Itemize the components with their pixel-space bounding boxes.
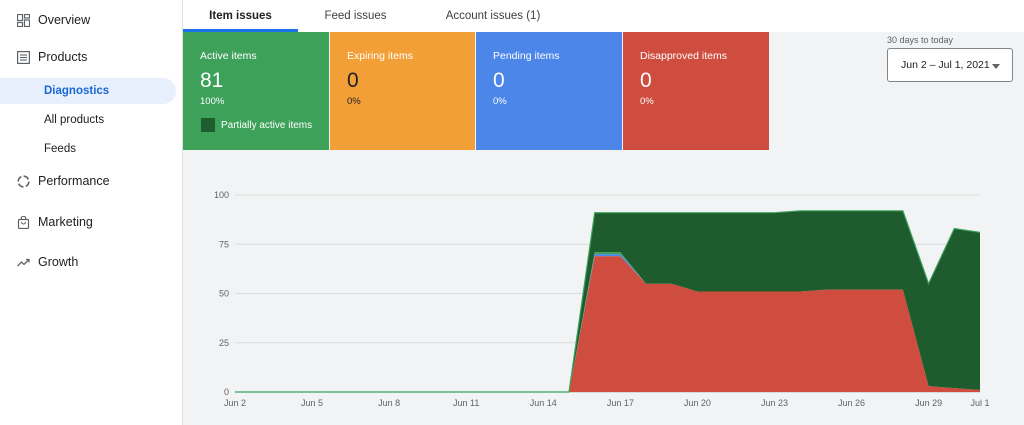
tile-percent: 0% xyxy=(493,96,507,107)
tile-label: Disapproved items xyxy=(640,50,727,62)
chevron-down-icon xyxy=(992,64,1000,69)
tile-value: 0 xyxy=(640,69,652,92)
y-tick-label: 50 xyxy=(219,289,229,299)
disapproved-items-tile[interactable]: Disapproved items 0 0% xyxy=(623,32,769,150)
tile-label: Expiring items xyxy=(347,50,413,62)
sidebar-item-performance[interactable]: Performance xyxy=(0,167,182,195)
x-tick-label: Jun 14 xyxy=(530,398,557,408)
tile-percent: 0% xyxy=(640,96,654,107)
legend-label: Partially active items xyxy=(221,120,313,131)
tile-percent: 0% xyxy=(347,96,361,107)
date-range-select[interactable]: Jun 2 – Jul 1, 2021 xyxy=(887,48,1013,82)
date-range-caption: 30 days to today xyxy=(887,35,954,45)
y-tick-label: 0 xyxy=(224,387,229,397)
sidebar-subitem-label: Feeds xyxy=(44,143,76,155)
shopping-bag-icon xyxy=(16,215,30,229)
date-range-value: Jun 2 – Jul 1, 2021 xyxy=(901,59,990,71)
sidebar-subitem-label: Diagnostics xyxy=(44,85,110,97)
sidebar-subitem-all-products[interactable]: All products xyxy=(0,107,182,133)
tab-feed-issues[interactable]: Feed issues xyxy=(298,0,413,32)
sidebar-item-label: Performance xyxy=(38,174,110,188)
item-status-chart: 0 25 50 75 100 Jun 2 Jun 5 Jun 8 Jun 11 Jun 14 Jun… xyxy=(214,190,990,408)
x-tick-label: Jun 2 xyxy=(224,398,246,408)
sidebar-item-products[interactable]: Products xyxy=(0,43,182,71)
x-tick-label: Jul 1 xyxy=(970,398,989,408)
tile-value: 81 xyxy=(200,69,224,92)
x-tick-label: Jun 5 xyxy=(301,398,323,408)
sidebar-subitem-label: All products xyxy=(44,114,105,126)
tile-percent: 100% xyxy=(200,96,225,107)
trending-up-icon xyxy=(16,255,30,269)
tile-value: 0 xyxy=(493,69,505,92)
x-tick-label: Jun 23 xyxy=(761,398,788,408)
dashboard-icon xyxy=(16,13,30,27)
sidebar-item-marketing[interactable]: Marketing xyxy=(0,208,182,236)
pending-items-tile[interactable]: Pending items 0 0% xyxy=(476,32,622,150)
x-tick-label: Jun 17 xyxy=(607,398,634,408)
x-tick-label: Jun 11 xyxy=(453,398,479,408)
sidebar-item-label: Marketing xyxy=(38,215,93,229)
tab-label: Account issues (1) xyxy=(445,10,541,22)
sidebar-subitem-feeds[interactable]: Feeds xyxy=(0,136,182,162)
y-tick-label: 100 xyxy=(214,190,229,200)
x-tick-label: Jun 8 xyxy=(378,398,400,408)
sidebar-item-overview[interactable]: Overview xyxy=(0,6,182,34)
series-area-3 xyxy=(235,210,980,392)
sidebar-item-label: Products xyxy=(38,50,88,64)
tile-label: Active items xyxy=(200,50,257,62)
series-area-0 xyxy=(235,256,980,392)
x-tick-label: Jun 20 xyxy=(684,398,711,408)
expiring-items-tile[interactable]: Expiring items 0 0% xyxy=(330,32,475,150)
sidebar-item-label: Overview xyxy=(38,13,91,27)
tab-account-issues[interactable]: Account issues (1) xyxy=(413,0,573,32)
tab-bar: Item issues Feed issues Account issues (… xyxy=(183,0,1024,32)
x-tick-label: Jun 29 xyxy=(915,398,942,408)
series-top-line xyxy=(235,210,981,393)
tab-item-issues[interactable]: Item issues xyxy=(183,0,298,32)
tab-label: Feed issues xyxy=(324,10,387,22)
y-tick-label: 25 xyxy=(219,338,229,348)
sidebar-item-label: Growth xyxy=(38,255,79,269)
legend-swatch xyxy=(201,118,215,132)
sidebar-subitem-diagnostics[interactable]: Diagnostics xyxy=(0,78,176,104)
tile-value: 0 xyxy=(347,69,359,92)
list-icon xyxy=(16,50,30,64)
sidebar: Overview Products Diagnostics All produc… xyxy=(0,0,183,425)
tile-label: Pending items xyxy=(493,50,560,62)
active-items-tile[interactable]: Active items 81 100% Partially active it… xyxy=(183,32,329,150)
sidebar-item-growth[interactable]: Growth xyxy=(0,248,182,276)
x-tick-label: Jun 26 xyxy=(838,398,865,408)
y-tick-label: 75 xyxy=(219,239,229,249)
tab-label: Item issues xyxy=(209,10,272,22)
performance-icon xyxy=(16,174,30,188)
